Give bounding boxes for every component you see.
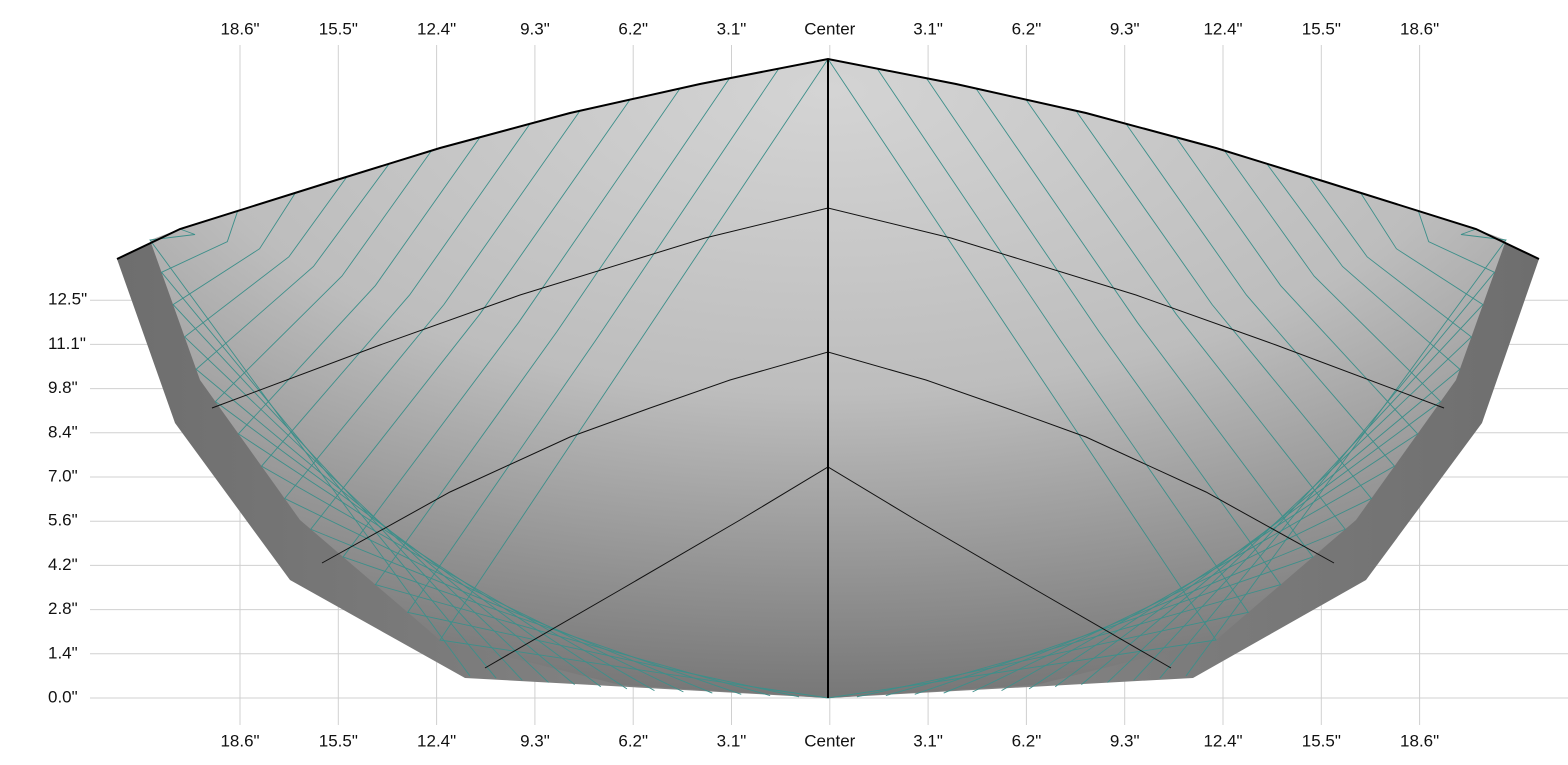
left-label: 1.4" — [48, 643, 78, 662]
hull — [116, 57, 1540, 699]
top-label: 12.4" — [417, 19, 456, 38]
bottom-label: 6.2" — [1012, 731, 1042, 750]
station-line — [214, 150, 602, 688]
station-line — [943, 99, 1346, 694]
station-line — [439, 58, 829, 699]
bottom-label: Center — [804, 731, 855, 750]
top-label: 9.3" — [1110, 19, 1140, 38]
left-label: 9.8" — [48, 378, 78, 397]
bottom-label: 3.1" — [913, 731, 943, 750]
left-label: 12.5" — [48, 290, 87, 309]
labels: 18.6" 15.5" 12.4" 9.3" 6.2" 3.1" Center 3.1" 6.2… — [48, 19, 1439, 750]
left-label: 8.4" — [48, 422, 78, 441]
bottom-label: 6.2" — [618, 731, 648, 750]
top-label: 18.6" — [1400, 19, 1439, 38]
station-line — [172, 192, 523, 681]
station-line — [237, 136, 628, 690]
bottom-label: 15.5" — [319, 731, 358, 750]
bottom-label: 3.1" — [717, 731, 747, 750]
bottom-label: 12.4" — [1203, 731, 1242, 750]
station-line — [260, 123, 655, 692]
left-label: 4.2" — [48, 555, 78, 574]
top-label: 6.2" — [1012, 19, 1042, 38]
station-line — [1185, 228, 1507, 677]
station-line — [827, 58, 1217, 699]
station-line — [283, 110, 684, 693]
station-line — [149, 228, 471, 677]
left-label: 5.6" — [48, 511, 78, 530]
top-label: 9.3" — [520, 19, 550, 38]
top-label: 6.2" — [618, 19, 648, 38]
station-line — [1001, 123, 1396, 692]
station-line — [856, 68, 1250, 698]
bottom-label: 12.4" — [417, 731, 456, 750]
station-line — [406, 68, 800, 698]
left-label: 11.1" — [48, 334, 86, 353]
station-line — [1133, 192, 1484, 681]
station-line — [160, 210, 497, 679]
top-label: 18.6" — [220, 19, 259, 38]
station-line — [914, 88, 1314, 695]
station-line — [342, 88, 742, 695]
station-line — [183, 176, 549, 683]
top-label: 3.1" — [717, 19, 747, 38]
station-line — [1159, 210, 1496, 679]
top-label: 3.1" — [913, 19, 943, 38]
station-line — [1107, 176, 1473, 683]
station-line — [885, 77, 1282, 696]
left-label: 0.0" — [48, 687, 78, 706]
top-label: 15.5" — [1302, 19, 1341, 38]
bottom-label: 15.5" — [1302, 731, 1341, 750]
left-label: 7.0" — [48, 466, 78, 485]
bottom-label: 18.6" — [220, 731, 259, 750]
top-label: 15.5" — [319, 19, 358, 38]
station-line — [1028, 136, 1419, 690]
left-label: 2.8" — [48, 599, 78, 618]
station-line — [374, 77, 771, 696]
station-line — [972, 110, 1373, 693]
station-line — [1054, 150, 1442, 688]
top-label: Center — [804, 19, 855, 38]
bottom-label: 9.3" — [1110, 731, 1140, 750]
bottom-label: 18.6" — [1400, 731, 1439, 750]
station-line — [310, 99, 713, 694]
top-label: 12.4" — [1203, 19, 1242, 38]
bottom-label: 9.3" — [520, 731, 550, 750]
